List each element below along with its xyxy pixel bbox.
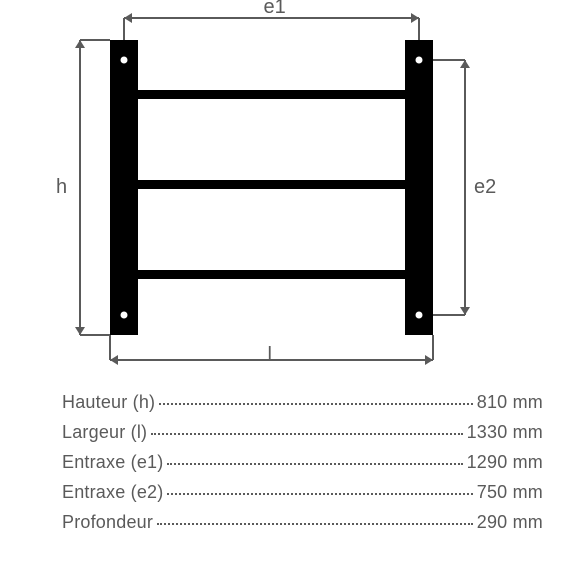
spec-label: Entraxe (e1) bbox=[62, 452, 163, 473]
spec-dots bbox=[167, 463, 462, 465]
dimension-diagram: h l e1 e2 bbox=[0, 0, 588, 380]
spec-table: Hauteur (h) 810 mm Largeur (l) 1330 mm Entra… bbox=[62, 392, 543, 542]
label-e1: e1 bbox=[264, 0, 286, 19]
spec-label: Largeur (l) bbox=[62, 422, 147, 443]
spec-row: Entraxe (e2) 750 mm bbox=[62, 482, 543, 503]
spec-label: Entraxe (e2) bbox=[62, 482, 163, 503]
label-e2: e2 bbox=[474, 176, 496, 199]
spec-label: Profondeur bbox=[62, 512, 153, 533]
label-l: l bbox=[268, 344, 272, 367]
spec-value: 1330 mm bbox=[467, 422, 543, 443]
label-h: h bbox=[56, 176, 67, 199]
spec-dots bbox=[157, 523, 473, 525]
spec-dots bbox=[159, 403, 473, 405]
spec-label: Hauteur (h) bbox=[62, 392, 155, 413]
spec-row: Hauteur (h) 810 mm bbox=[62, 392, 543, 413]
spec-value: 290 mm bbox=[477, 512, 543, 533]
diagram-svg bbox=[0, 0, 588, 380]
spec-dots bbox=[167, 493, 472, 495]
spec-value: 810 mm bbox=[477, 392, 543, 413]
spec-row: Entraxe (e1) 1290 mm bbox=[62, 452, 543, 473]
spec-value: 1290 mm bbox=[467, 452, 543, 473]
spec-row: Largeur (l) 1330 mm bbox=[62, 422, 543, 443]
spec-value: 750 mm bbox=[477, 482, 543, 503]
spec-dots bbox=[151, 433, 462, 435]
spec-row: Profondeur 290 mm bbox=[62, 512, 543, 533]
